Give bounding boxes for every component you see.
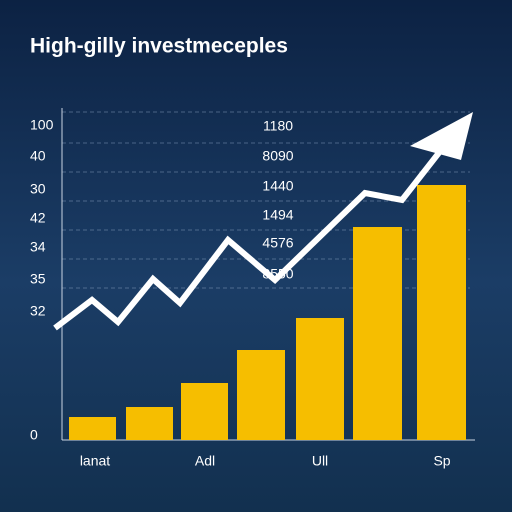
center-label: 1440 xyxy=(262,178,293,194)
y-label: 30 xyxy=(30,181,46,197)
x-label: Ull xyxy=(312,453,328,469)
trend-line xyxy=(53,143,448,331)
center-label: 1180 xyxy=(263,118,293,134)
center-label: 8550 xyxy=(262,266,293,282)
center-label: 4576 xyxy=(262,235,293,251)
center-label: 1494 xyxy=(262,207,293,223)
bars xyxy=(69,185,466,440)
y-label: 40 xyxy=(30,148,46,164)
y-label: 100 xyxy=(30,117,54,133)
x-label: Sp xyxy=(433,453,450,469)
y-label: 35 xyxy=(30,271,46,287)
y-label: 34 xyxy=(30,239,46,255)
y-label: 0 xyxy=(30,427,38,443)
arrow-head xyxy=(410,112,473,160)
y-label: 32 xyxy=(30,303,46,319)
y-label: 42 xyxy=(30,210,46,226)
center-label: 8090 xyxy=(262,148,293,164)
x-label: lanat xyxy=(80,453,110,469)
x-label: Adl xyxy=(195,453,215,469)
title: High-gilly investmeceples xyxy=(30,35,288,58)
